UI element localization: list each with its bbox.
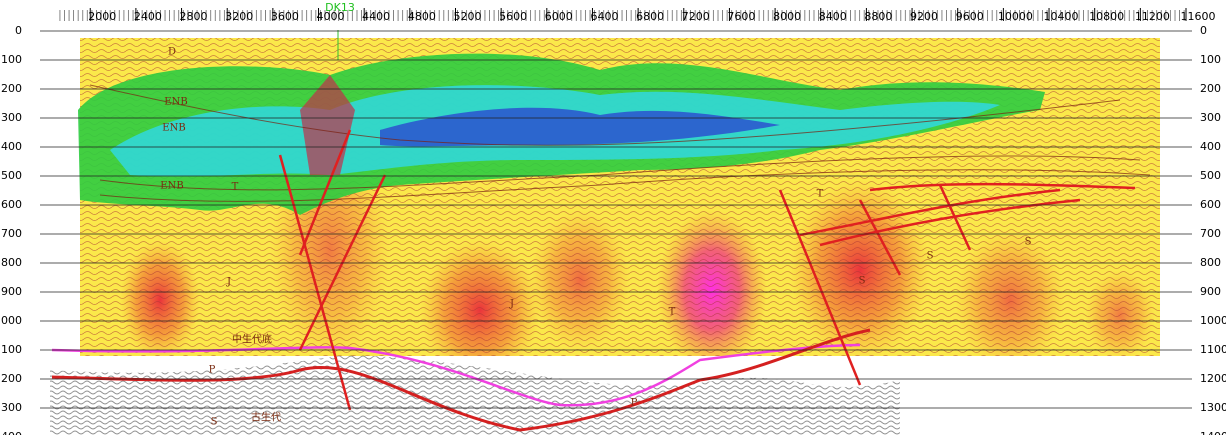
x-tick-label: 4800 — [408, 10, 436, 23]
y-tick-label-right: 200 — [1200, 82, 1221, 95]
y-tick-label-right: 1300 — [1200, 401, 1226, 414]
y-tick-label-right: 500 — [1200, 169, 1221, 182]
x-tick-label: 11600 — [1181, 10, 1216, 23]
annotation: 古生代 — [251, 411, 281, 424]
y-tick-label-right: 1000 — [1200, 314, 1226, 327]
y-tick-label-right: 700 — [1200, 227, 1221, 240]
y-tick-label: 300 — [1, 111, 22, 124]
annotation: T — [669, 307, 676, 318]
y-tick-label: 400 — [1, 140, 22, 153]
x-tick-label: 6000 — [545, 10, 573, 23]
y-tick-label: 100 — [1, 53, 22, 66]
annotation: D — [168, 47, 176, 58]
y-tick-label-right: 300 — [1200, 111, 1221, 124]
annotation: ENB — [164, 97, 187, 108]
y-tick-label: 1100 — [0, 343, 22, 356]
x-tick-label: 2800 — [180, 10, 208, 23]
annotation: P — [631, 398, 638, 409]
y-tick-label: 0 — [15, 24, 22, 37]
well-label: DK13 — [325, 1, 355, 14]
x-tick-label: 8800 — [864, 10, 892, 23]
x-ruler — [56, 10, 1186, 21]
x-tick-label: 2000 — [88, 10, 116, 23]
annotation: 中生代底 — [232, 333, 272, 346]
x-tick-label: 6400 — [590, 10, 618, 23]
annotation: P — [209, 365, 216, 376]
y-tick-label-right: 800 — [1200, 256, 1221, 269]
y-tick-label-right: 0 — [1200, 24, 1207, 37]
y-tick-label: 500 — [1, 169, 22, 182]
annotation: J — [226, 277, 231, 288]
y-tick-label: 1400 — [0, 430, 22, 435]
x-tick-label: 8400 — [819, 10, 847, 23]
y-tick-label-right: 1200 — [1200, 372, 1226, 385]
x-tick-label: 9200 — [910, 10, 938, 23]
y-tick-label: 700 — [1, 227, 22, 240]
x-tick-label: 7600 — [727, 10, 755, 23]
x-tick-label: 10800 — [1089, 10, 1124, 23]
y-tick-label-right: 1400 — [1200, 430, 1226, 435]
y-tick-label-right: 1100 — [1200, 343, 1226, 356]
annotation: S — [859, 276, 866, 287]
y-tick-label: 200 — [1, 82, 22, 95]
x-tick-label: 7200 — [682, 10, 710, 23]
y-tick-label-right: 100 — [1200, 53, 1221, 66]
y-tick-label: 800 — [1, 256, 22, 269]
y-tick-label-right: 400 — [1200, 140, 1221, 153]
y-tick-label: 600 — [1, 198, 22, 211]
x-tick-label: 9600 — [956, 10, 984, 23]
annotation: ENB — [160, 181, 183, 192]
x-tick-label: 10000 — [998, 10, 1033, 23]
section-image — [50, 30, 1190, 435]
annotation: ENB — [162, 123, 185, 134]
y-tick-label: 900 — [1, 285, 22, 298]
y-tick-label: 1200 — [0, 372, 22, 385]
annotation: J — [509, 299, 514, 310]
x-tick-label: 3200 — [225, 10, 253, 23]
y-tick-label-right: 600 — [1200, 198, 1221, 211]
annotation: S — [927, 251, 934, 262]
y-tick-label: 1000 — [0, 314, 22, 327]
annotation: T — [232, 182, 239, 193]
y-tick-label-right: 900 — [1200, 285, 1221, 298]
x-tick-label: 8000 — [773, 10, 801, 23]
x-tick-label: 5600 — [499, 10, 527, 23]
x-tick-label: 2400 — [134, 10, 162, 23]
annotation: S — [211, 417, 218, 428]
x-tick-label: 4400 — [362, 10, 390, 23]
x-tick-label: 10400 — [1044, 10, 1079, 23]
annotation: S — [1025, 237, 1032, 248]
x-tick-label: 3600 — [271, 10, 299, 23]
x-tick-label: 6800 — [636, 10, 664, 23]
annotation: T — [817, 189, 824, 200]
x-tick-label: 4000 — [317, 10, 345, 23]
y-tick-label: 1300 — [0, 401, 22, 414]
x-tick-label: 5200 — [453, 10, 481, 23]
x-tick-label: 11200 — [1135, 10, 1170, 23]
